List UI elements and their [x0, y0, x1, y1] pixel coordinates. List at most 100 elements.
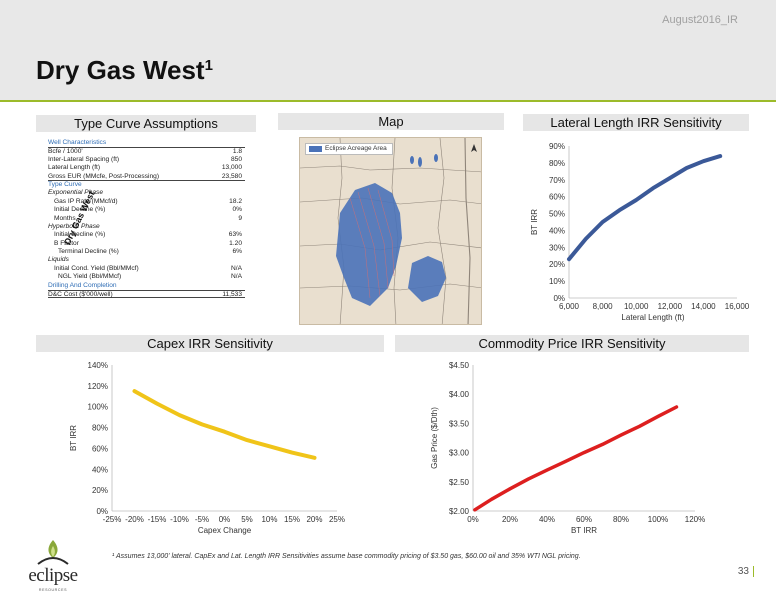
capex-irr-chart: 0% 20% 40% 60% 80% 100% 120% 140% -25% -20% -15% -1… [69, 361, 345, 535]
y-tick-label: 120% [88, 382, 108, 391]
y-tick-label: 30% [549, 243, 565, 252]
data-point [657, 415, 659, 418]
logo-flame-icon [37, 540, 69, 565]
table-row: Liquids [48, 256, 245, 264]
east-acreage-area [408, 256, 446, 302]
data-point [527, 478, 530, 480]
y-tick-label: 80% [92, 424, 108, 433]
table-row-label: Inter-Lateral Spacing (ft) [48, 155, 120, 163]
header-band: August2016_IR Dry Gas West1 [0, 0, 776, 100]
data-point [246, 439, 248, 441]
x-tick-label: 5% [241, 515, 253, 524]
x-tick-label: 12,000 [658, 302, 683, 311]
table-row-label: Months [54, 214, 76, 222]
table-row: Initial Cond. Yield (Bbl/MMcf) N/A [48, 265, 245, 273]
type-curve-assumptions-table: Well Characteristics Bcfe / 1000' 1.8 Inter… [48, 139, 245, 299]
data-point [638, 425, 641, 428]
y-tick-label: $3.50 [449, 419, 470, 428]
data-point [156, 402, 158, 405]
table-row-label: Drilling And Completion [48, 281, 117, 289]
table-row: Initial Decline (%) 0% [48, 206, 245, 214]
data-point [675, 406, 678, 408]
table-row-label: Terminal Decline (%) [58, 248, 119, 256]
logo-wordmark: eclipse [28, 565, 78, 586]
x-tick-label: 15% [284, 515, 300, 524]
series-line [132, 389, 317, 460]
table-row-label: Initial Cond. Yield (Bbl/MMcf) [54, 264, 139, 272]
x-axis-label: Capex Change [198, 526, 252, 535]
table-row-label: Liquids [48, 256, 69, 264]
table-row-label: NGL Yield (Bbl/MMcf) [58, 273, 122, 281]
document-tag: August2016_IR [662, 14, 738, 26]
x-tick-label: 25% [329, 515, 345, 524]
table-row-value: 1.20 [229, 239, 242, 247]
table-row-label: Exponential Phase [48, 189, 103, 197]
table-row: Drilling And Completion [48, 282, 245, 290]
data-point [313, 457, 316, 459]
table-row-value: 0% [232, 206, 242, 214]
data-point [583, 451, 585, 454]
table-row: Hyperbolic Phase [48, 223, 245, 231]
table-row-label: Well Characteristics [48, 139, 107, 146]
y-tick-label: 70% [549, 176, 565, 185]
x-tick-label: -20% [125, 515, 144, 524]
y-tick-label: 40% [92, 465, 108, 474]
contour-lines [349, 187, 395, 299]
x-axis-label: Lateral Length (ft) [621, 313, 684, 322]
map-graphic [300, 138, 481, 324]
map-legend: Eclipse Acreage Area [305, 143, 393, 155]
table-row-label: Gas IP Rate (MMcf/d) [54, 197, 118, 205]
x-tick-label: 6,000 [559, 302, 580, 311]
x-tick-label: 0% [219, 515, 231, 524]
table-row-value: N/A [231, 273, 242, 281]
data-point [223, 430, 226, 433]
table-row-value [242, 256, 245, 264]
data-point [291, 451, 293, 454]
x-tick-label: 10% [261, 515, 277, 524]
data-point [669, 177, 671, 179]
y-tick-label: 60% [549, 193, 565, 202]
y-axis-label: BT IRR [69, 425, 78, 451]
lakes [410, 154, 438, 167]
footnote: ¹ Assumes 13,000' lateral. CapEx and Lat… [112, 553, 581, 560]
table-row: Well Characteristics [48, 139, 245, 147]
x-tick-label: -25% [103, 515, 122, 524]
x-tick-label: 14,000 [691, 302, 716, 311]
data-point [719, 155, 721, 157]
table-row-value: 850 [230, 155, 242, 163]
y-tick-label: 40% [549, 226, 565, 235]
main-acreage-area [336, 183, 402, 306]
series-line [473, 405, 679, 512]
y-tick-label: 10% [549, 277, 565, 286]
x-tick-label: 60% [576, 515, 592, 524]
y-tick-label: $4.50 [449, 361, 470, 370]
y-tick-label: 140% [88, 361, 108, 370]
table-row-value: 23,580 [221, 172, 242, 180]
y-tick-label: 0% [96, 507, 108, 516]
y-tick-label: 20% [92, 486, 108, 495]
table-row-value: 13,000 [221, 164, 242, 172]
logo-subtext: RESOURCES [38, 588, 68, 592]
data-point [585, 238, 587, 240]
data-point [601, 443, 604, 446]
table-row: Exponential Phase [48, 189, 245, 197]
legend-swatch [309, 146, 322, 152]
data-point [546, 469, 548, 471]
table-row-value: 18.2 [229, 197, 242, 205]
y-tick-label: 90% [549, 142, 565, 151]
table-row-value: 11,533 [222, 291, 242, 299]
data-point [685, 167, 688, 169]
table-row-value: 9 [238, 214, 242, 222]
x-tick-label: 20% [502, 515, 518, 524]
table-row-label: Hyperbolic Phase [48, 222, 100, 230]
table-row-value [242, 181, 245, 189]
table-row-value [242, 223, 245, 231]
table-row: Type Curve [48, 181, 245, 189]
y-tick-label: $3.00 [449, 449, 470, 458]
data-point [268, 445, 271, 448]
table-row: Initial Decline (%) 63% [48, 231, 245, 239]
x-axis-label: BT IRR [571, 526, 597, 535]
data-point [490, 498, 493, 501]
table-row: B Factor 1.20 [48, 240, 245, 248]
table-row-value [242, 139, 245, 147]
